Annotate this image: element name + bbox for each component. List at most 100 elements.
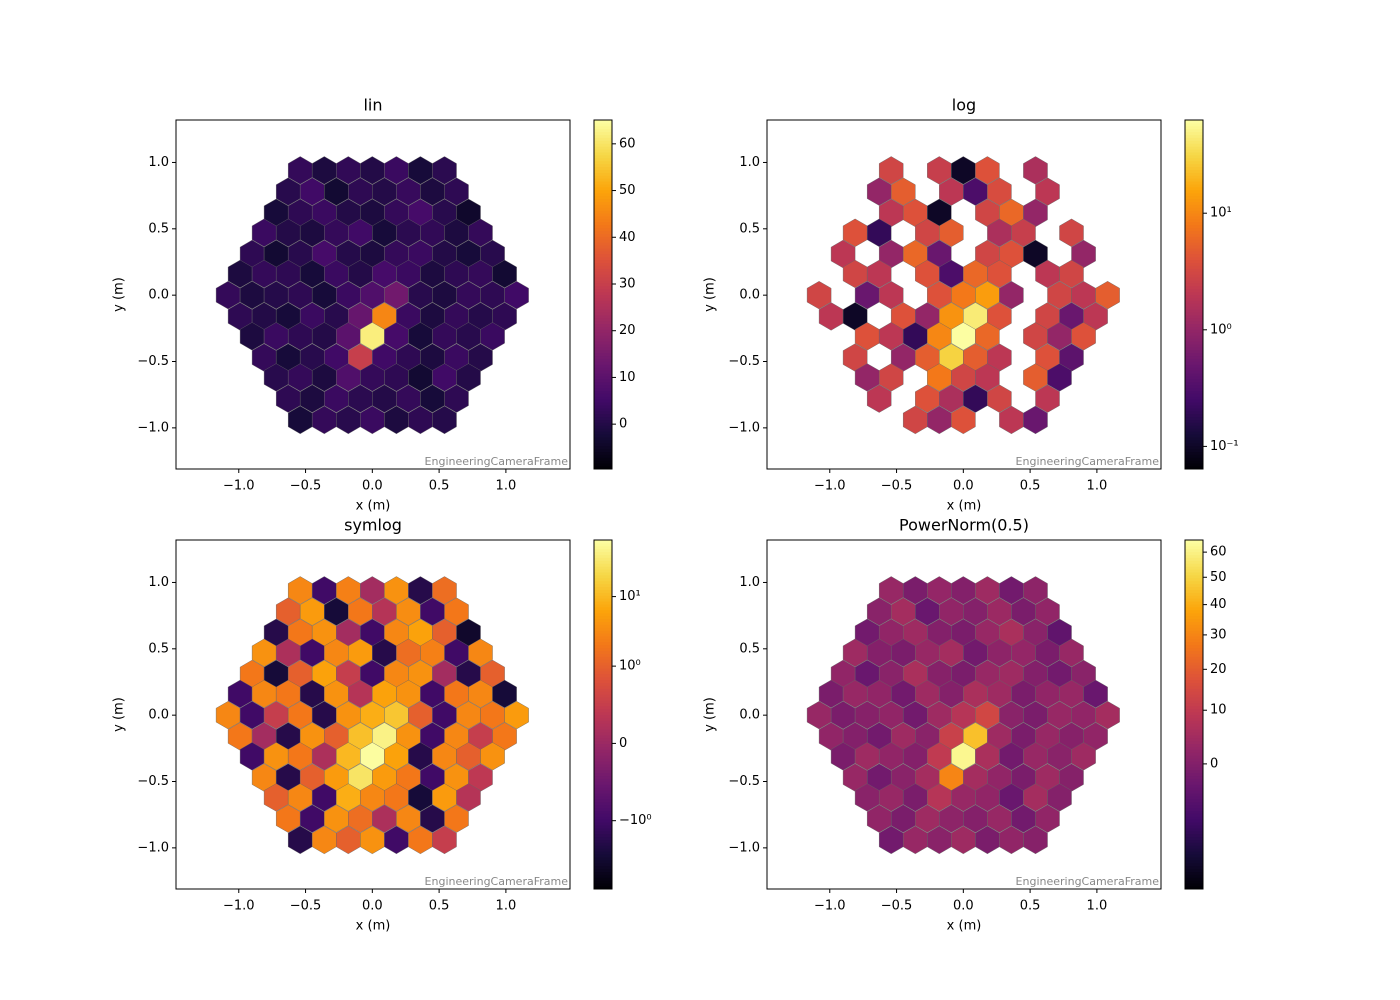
colorbar-step: [594, 726, 612, 730]
colorbar-step: [1185, 201, 1203, 205]
colorbar-step: [1185, 653, 1203, 657]
colorbar-step: [1185, 454, 1203, 458]
camera-pixel: [806, 281, 832, 310]
colorbar-step: [594, 737, 612, 742]
colorbar-step: [1185, 460, 1203, 464]
colorbar-step: [1185, 868, 1203, 873]
camera-pixel: [999, 281, 1024, 310]
colorbar-step: [594, 653, 612, 657]
colorbar: 10⁻¹ 10⁰ 10¹: [1184, 119, 1239, 470]
colorbar-step: [1185, 381, 1203, 386]
colorbar-step: [594, 445, 612, 450]
colorbar-step: [1185, 708, 1203, 713]
y-tick-label: −1.0: [137, 840, 169, 855]
colorbar-step: [1185, 804, 1203, 809]
colorbar-step: [594, 813, 612, 817]
colorbar-tick-label: 30: [619, 276, 636, 291]
colorbar-tick-label: 60: [1210, 545, 1227, 560]
colorbar-step: [1185, 335, 1203, 339]
colorbar-step: [594, 282, 612, 287]
colorbar-step: [1185, 766, 1203, 771]
colorbar-step: [1185, 569, 1203, 573]
colorbar-step: [594, 128, 612, 133]
colorbar-step: [594, 854, 612, 858]
colorbar-step: [594, 868, 612, 873]
colorbar-step: [1185, 181, 1203, 185]
colorbar-step: [1185, 772, 1203, 777]
colorbar-step: [1185, 457, 1203, 461]
colorbar-step: [594, 297, 612, 301]
colorbar-step: [1185, 595, 1203, 599]
colorbar-step: [594, 361, 612, 365]
colorbar-step: [1185, 175, 1203, 179]
colorbar-step: [594, 740, 612, 745]
panel-title: log: [952, 96, 976, 115]
colorbar-tick-label: 40: [1210, 597, 1227, 612]
colorbar-step: [1185, 291, 1203, 295]
colorbar-step: [594, 131, 612, 136]
colorbar-step: [594, 766, 612, 771]
colorbar-step: [1185, 442, 1203, 447]
colorbar-step: [1185, 445, 1203, 450]
colorbar-step: [594, 288, 612, 293]
y-tick-label: 0.5: [148, 221, 169, 236]
colorbar-step: [1185, 303, 1203, 307]
colorbar-step: [594, 871, 612, 875]
camera-pixel: [1071, 742, 1096, 771]
colorbar-step: [594, 291, 612, 295]
colorbar-step: [1185, 621, 1203, 625]
camera-pixel: [1083, 679, 1108, 709]
colorbar-step: [594, 230, 612, 234]
y-tick-label: −0.5: [137, 354, 169, 369]
colorbar-step: [594, 215, 612, 220]
colorbar-step: [1185, 540, 1203, 544]
x-axis-label: x (m): [947, 499, 982, 514]
colorbar-step: [594, 574, 612, 579]
pixels: [215, 156, 529, 435]
colorbar-step: [1185, 795, 1203, 800]
colorbar-step: [1185, 822, 1203, 826]
axes-frame: [175, 539, 571, 890]
colorbar-step: [594, 172, 612, 176]
colorbar-step: [594, 125, 612, 130]
colorbar-step: [1185, 670, 1203, 675]
colorbar-step: [1185, 375, 1203, 380]
colorbar-step: [594, 729, 612, 733]
camera-pixel: [1059, 218, 1084, 247]
colorbar-step: [594, 262, 612, 266]
colorbar-step: [1185, 574, 1203, 579]
colorbar-step: [594, 181, 612, 185]
camera-pixel: [939, 218, 964, 247]
x-tick-label: 1.0: [496, 899, 517, 914]
colorbar-step: [594, 845, 612, 849]
colorbar-step: [594, 253, 612, 258]
colorbar-step: [594, 143, 612, 147]
colorbar-step: [594, 271, 612, 275]
colorbar-step: [594, 665, 612, 669]
colorbar-step: [1185, 865, 1203, 870]
colorbar-step: [594, 163, 612, 168]
colorbar-step: [594, 320, 612, 325]
colorbar-step: [1185, 560, 1203, 564]
colorbar-step: [594, 702, 612, 707]
colorbar-step: [594, 343, 612, 348]
colorbar-step: [1185, 862, 1203, 867]
camera-pixel: [891, 177, 916, 206]
colorbar-step: [1185, 801, 1203, 806]
colorbar-step: [594, 442, 612, 447]
colorbar-step: [1185, 825, 1203, 829]
colorbar-step: [1185, 752, 1203, 756]
colorbar-step: [594, 218, 612, 223]
colorbar-step: [1185, 641, 1203, 646]
colorbar-step: [1185, 673, 1203, 678]
colorbar-step: [594, 227, 612, 232]
colorbar-step: [1185, 813, 1203, 817]
colorbar-step: [1185, 859, 1203, 864]
y-tick-label: 1.0: [148, 575, 169, 590]
colorbar-step: [594, 454, 612, 458]
colorbar-step: [594, 772, 612, 777]
colorbar-step: [594, 349, 612, 354]
camera-pixel: [456, 363, 481, 392]
colorbar-step: [1185, 731, 1203, 736]
colorbar-step: [594, 708, 612, 713]
